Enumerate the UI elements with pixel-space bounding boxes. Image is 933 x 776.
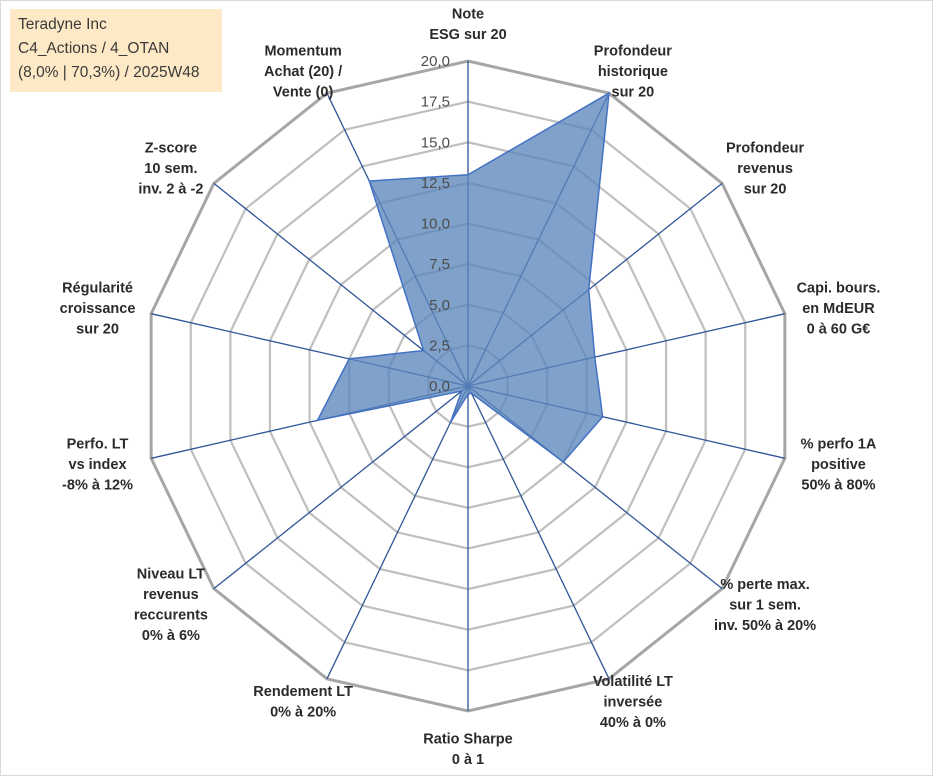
axis-label-13: Z-score 10 sem. inv. 2 à -2 [138, 140, 203, 197]
axis-label-line: 10 sem. [144, 161, 197, 177]
axis-label-line: Note [452, 6, 484, 22]
axis-label-line: Volatilité LT [593, 674, 673, 690]
tick-label: 0,0 [429, 378, 450, 395]
data-point-1 [467, 173, 469, 176]
data-point-8 [467, 393, 469, 395]
axis-label-line: en MdEUR [802, 301, 875, 317]
axis-label-line: Perfo. LT [67, 437, 129, 453]
axis-label-line: revenus [737, 161, 793, 177]
tick-label: 17,5 [421, 94, 450, 111]
axis-label-line: vs index [69, 457, 127, 473]
tick-label: 2,5 [429, 337, 450, 354]
data-point-3 [587, 288, 590, 291]
axis-label-line: Niveau LT [137, 567, 205, 583]
axis-label-line: Profondeur [594, 43, 672, 59]
axis-label-line: sur 20 [76, 322, 119, 338]
axis-label-14: Momentum Achat (20) / Vente (0) [264, 43, 342, 100]
axis-spoke-7 [467, 385, 610, 680]
axis-label-line: croissance [60, 301, 136, 317]
axis-label-line: sur 20 [612, 84, 655, 100]
data-point-4 [593, 356, 596, 358]
axis-label-line: 0 à 1 [452, 752, 484, 768]
axis-label-line: positive [811, 457, 866, 473]
data-point-11 [316, 419, 319, 422]
axis-label-7: Volatilité LT inversée 40% à 0% [593, 674, 673, 731]
axis-label-9: Rendement LT 0% à 20% [253, 684, 353, 721]
axis-label-line: Momentum [264, 43, 341, 59]
axis-label-5: % perfo 1A positive 50% à 80% [801, 437, 877, 494]
tick-label: 15,0 [421, 134, 450, 151]
axis-label-line: 0 à 60 G€ [807, 322, 871, 338]
axis-label-10: Niveau LT revenus reccurents 0% à 6% [134, 567, 208, 645]
axis-label-line: 40% à 0% [600, 715, 666, 731]
axis-spoke-9 [326, 385, 469, 680]
data-point-2 [608, 92, 610, 94]
axis-label-line: -8% à 12% [62, 478, 133, 494]
series-layer [316, 91, 610, 464]
data-point-14 [368, 180, 371, 182]
axis-label-line: Profondeur [726, 140, 804, 156]
data-point-9 [449, 421, 452, 424]
axis-label-line: 0% à 20% [270, 705, 336, 721]
info-category: C4_Actions / 4_OTAN [18, 40, 170, 57]
axis-label-line: historique [598, 64, 668, 80]
tick-label: 20,0 [421, 53, 450, 70]
axis-label-line: sur 1 sem. [729, 597, 801, 613]
axis-label-3: Profondeur revenus sur 20 [726, 140, 804, 197]
data-point-10 [460, 390, 463, 392]
axis-label-1: Note ESG sur 20 [429, 6, 506, 43]
axis-label-line: sur 20 [744, 181, 787, 197]
axis-label-line: revenus [143, 587, 199, 603]
tick-label: 5,0 [429, 297, 450, 314]
axis-label-12: Régularité croissance sur 20 [60, 281, 136, 338]
info-stats: (8,0% | 70,3%) / 2025W48 [18, 64, 200, 81]
data-point-7 [470, 392, 473, 395]
axis-label-line: Régularité [62, 281, 133, 297]
tick-label: 7,5 [429, 256, 450, 273]
axis-label-4: Capi. bours. en MdEUR 0 à 60 G€ [797, 281, 881, 338]
axis-label-line: inv. 2 à -2 [138, 181, 203, 197]
axis-labels: Note ESG sur 20 Profondeur historique sur 20… [60, 6, 881, 767]
series-area-1 [316, 91, 610, 464]
data-point-6 [562, 461, 565, 463]
axis-label-line: % perte max. [720, 577, 809, 593]
axis-label-line: Capi. bours. [797, 281, 881, 297]
axis-label-line: 0% à 6% [142, 628, 200, 644]
tick-label: 12,5 [421, 175, 450, 192]
tick-label: 10,0 [421, 216, 450, 233]
axis-label-line: Z-score [145, 140, 197, 156]
axis-label-11: Perfo. LT vs index -8% à 12% [62, 437, 133, 494]
axis-label-line: inv. 50% à 20% [714, 618, 816, 634]
axis-label-line: 50% à 80% [801, 478, 875, 494]
axis-label-line: ESG sur 20 [429, 27, 506, 43]
axis-label-8: Ratio Sharpe 0 à 1 [423, 731, 512, 768]
axis-label-6: % perte max. sur 1 sem. inv. 50% à 20% [714, 577, 816, 634]
axis-label-line: Rendement LT [253, 684, 353, 700]
data-point-12 [348, 358, 350, 360]
tick-labels: 0,0 2,5 5,0 7,5 10,0 12,5 15,0 17,5 20,0 [421, 53, 450, 395]
data-point-5 [601, 415, 604, 418]
axis-spoke-10 [213, 385, 469, 590]
axis-label-2: Profondeur historique sur 20 [594, 43, 672, 100]
info-box: Teradyne Inc C4_Actions / 4_OTAN (8,0% |… [10, 9, 222, 92]
axis-label-line: % perfo 1A [801, 437, 877, 453]
axis-label-line: Vente (0) [273, 84, 334, 100]
info-company-name: Teradyne Inc [18, 16, 107, 33]
axis-label-line: Ratio Sharpe [423, 731, 512, 747]
axis-label-line: Achat (20) / [264, 64, 342, 80]
data-point-13 [422, 349, 425, 352]
axis-label-line: reccurents [134, 608, 208, 624]
axis-label-line: inversée [603, 694, 662, 710]
